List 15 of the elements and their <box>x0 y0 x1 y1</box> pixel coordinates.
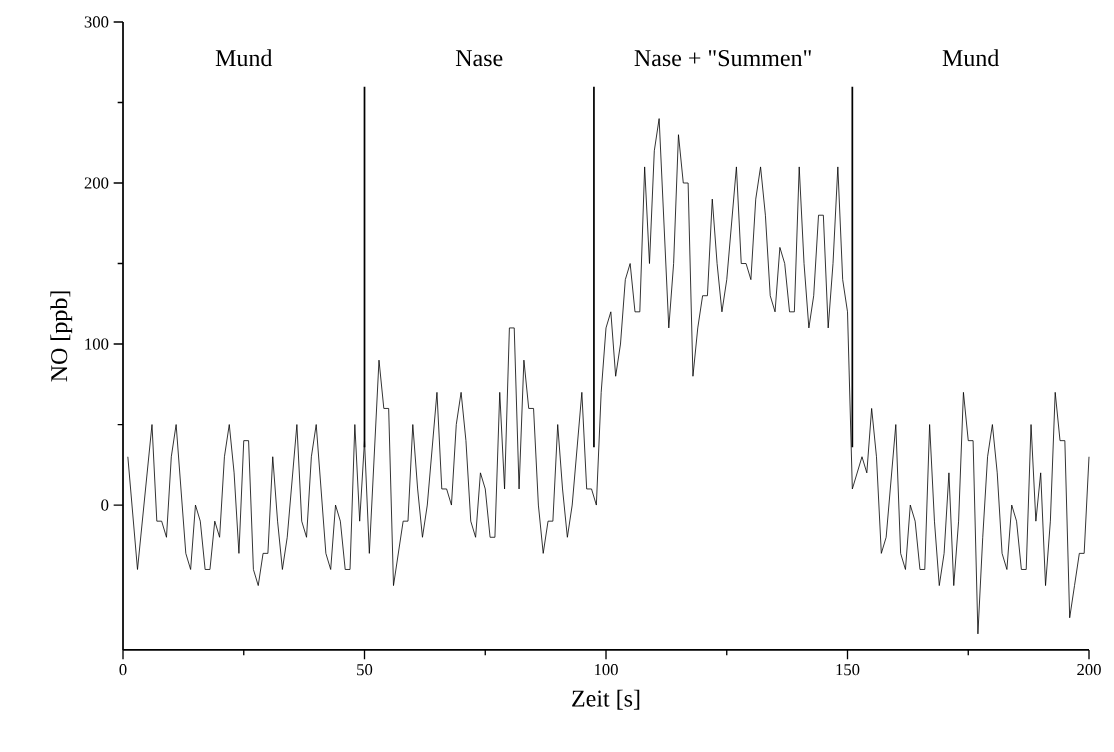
y-tick-label: 100 <box>85 338 109 350</box>
x-axis-title: Zeit [s] <box>572 689 640 710</box>
x-tick-label: 50 <box>357 664 373 676</box>
y-axis-title: NO [ppb] <box>50 291 73 382</box>
annotation: Nase + "Summen" <box>634 50 811 67</box>
annotation: Mund <box>942 49 1000 67</box>
x-tick-label: 0 <box>119 664 127 676</box>
y-tick-label: 0 <box>101 499 109 511</box>
x-tick-label: 150 <box>836 664 860 676</box>
y-tick-label: 200 <box>84 177 109 189</box>
x-tick-label: 200 <box>1077 664 1101 676</box>
x-tick-label: 100 <box>594 664 618 676</box>
annotation: Nase <box>455 50 503 67</box>
annotation: Mund <box>215 49 273 67</box>
y-tick-label: 300 <box>84 16 109 28</box>
